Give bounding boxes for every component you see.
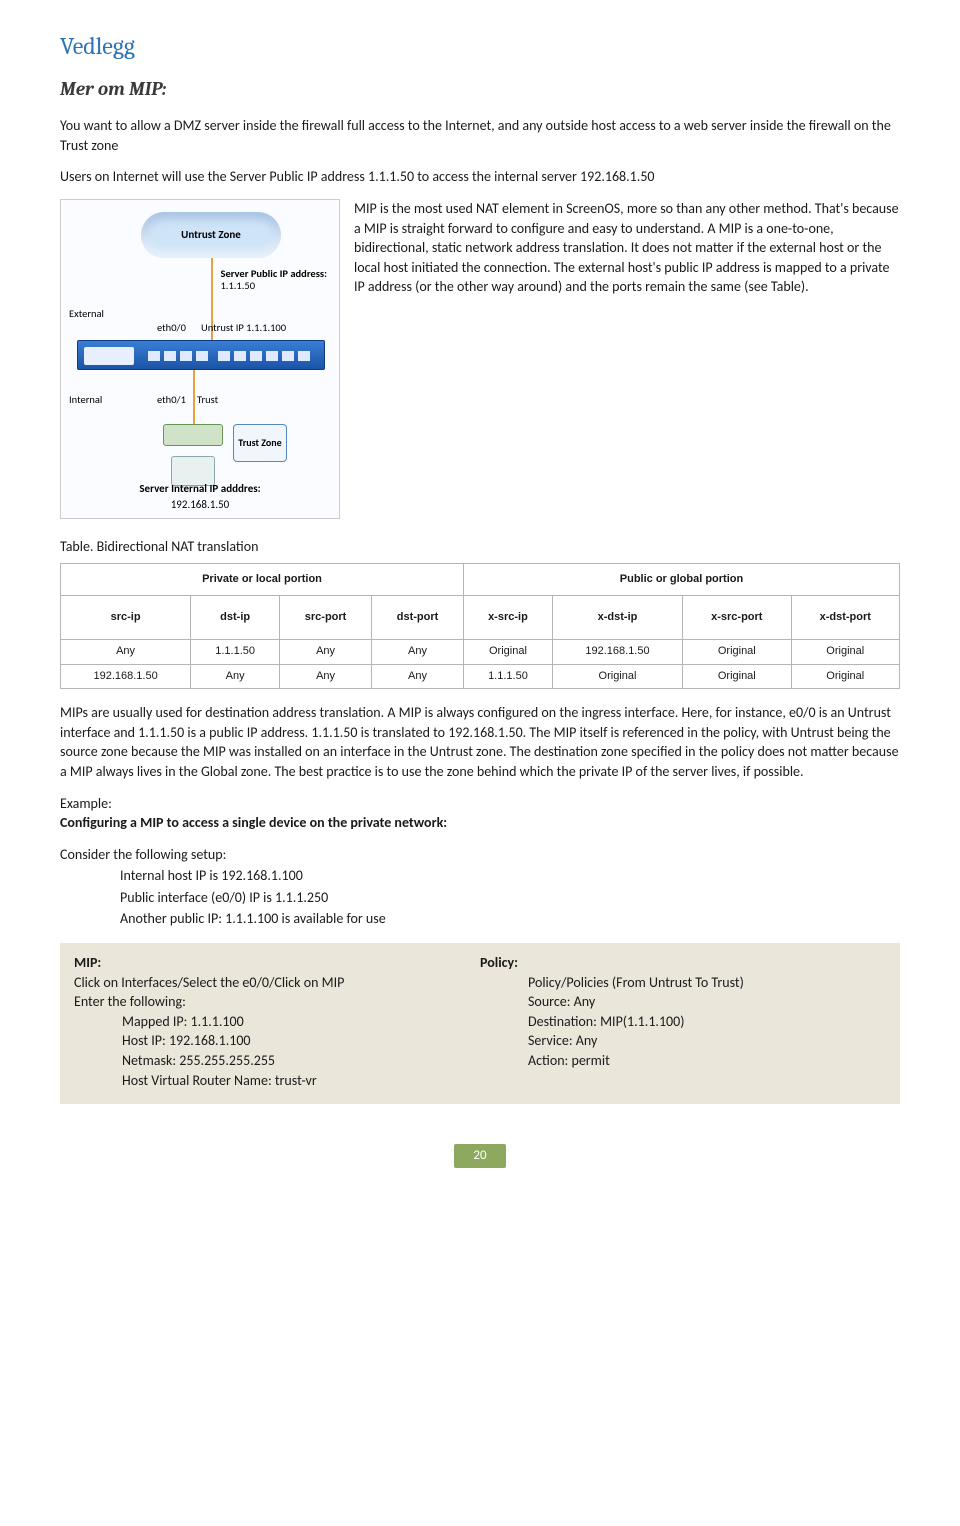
table-row: Any 1.1.1.50 Any Any Original 192.168.1.… [61, 640, 900, 664]
mip-col-line1: Click on Interfaces/Select the e0/0/Clic… [74, 973, 480, 993]
setup-line-3: Another public IP: 1.1.1.100 is availabl… [120, 909, 900, 929]
table-group-private: Private or local portion [61, 563, 464, 595]
mip-col-head: MIP: [74, 953, 480, 973]
policy-line1: Policy/Policies (From Untrust To Trust) [528, 973, 886, 993]
col-x-src-port: x-src-port [683, 595, 791, 639]
server-public-ip-label: Server Public IP address: 1.1.1.50 [220, 268, 327, 292]
intro-paragraph-2: Users on Internet will use the Server Pu… [60, 167, 900, 187]
heading-vedlegg: Vedlegg [60, 30, 900, 64]
mip-column: MIP: Click on Interfaces/Select the e0/0… [74, 953, 480, 1090]
after-table-paragraph: MIPs are usually used for destination ad… [60, 703, 900, 781]
table-caption: Table. Bidirectional NAT translation [60, 537, 900, 557]
untrust-ip-label: Untrust IP 1.1.1.100 [201, 322, 286, 334]
untrust-zone-cloud: Untrust Zone [141, 212, 281, 258]
col-src-ip: src-ip [61, 595, 191, 639]
heading-mer-om-mip: Mer om MIP: [60, 76, 900, 103]
mip-netmask: Netmask: 255.255.255.255 [122, 1051, 480, 1071]
internal-label: Internal [69, 394, 102, 406]
page-number: 20 [454, 1144, 506, 1168]
table-header-row: src-ip dst-ip src-port dst-port x-src-ip… [61, 595, 900, 639]
col-src-port: src-port [280, 595, 372, 639]
untrust-zone-label: Untrust Zone [181, 227, 241, 242]
external-label: External [69, 308, 104, 320]
diagram-and-text-row: Untrust Zone Server Public IP address: 1… [60, 199, 900, 519]
firewall-device-icon [77, 340, 325, 370]
mip-body-paragraph: MIP is the most used NAT element in Scre… [354, 199, 900, 297]
consider-line: Consider the following setup: [60, 845, 900, 865]
col-x-dst-ip: x-dst-ip [552, 595, 682, 639]
col-x-src-ip: x-src-ip [463, 595, 552, 639]
mip-policy-columns: MIP: Click on Interfaces/Select the e0/0… [60, 943, 900, 1104]
policy-line2: Source: Any [528, 992, 886, 1012]
policy-line5: Action: permit [528, 1051, 886, 1071]
eth00-label: eth0/0 [157, 322, 186, 334]
nat-translation-table: Private or local portion Public or globa… [60, 563, 900, 690]
trust-zone-box: Trust Zone [233, 424, 287, 462]
mip-host-ip: Host IP: 192.168.1.100 [122, 1031, 480, 1051]
trust-label: Trust [197, 394, 218, 406]
eth01-label: eth0/1 [157, 394, 186, 406]
policy-line3: Destination: MIP(1.1.1.100) [528, 1012, 886, 1032]
switch-icon [163, 424, 223, 446]
col-dst-ip: dst-ip [191, 595, 280, 639]
network-diagram: Untrust Zone Server Public IP address: 1… [60, 199, 340, 519]
table-row: 192.168.1.50 Any Any Any 1.1.1.50 Origin… [61, 664, 900, 688]
link-line-down [193, 370, 195, 424]
intro-paragraph-1: You want to allow a DMZ server inside th… [60, 116, 900, 155]
policy-column: Policy: Policy/Policies (From Untrust To… [480, 953, 886, 1090]
mip-hvr: Host Virtual Router Name: trust-vr [122, 1071, 480, 1091]
policy-line4: Service: Any [528, 1031, 886, 1051]
col-dst-port: dst-port [372, 595, 464, 639]
example-heading: Configuring a MIP to access a single dev… [60, 813, 900, 833]
setup-line-2: Public interface (e0/0) IP is 1.1.1.250 [120, 888, 900, 908]
mip-mapped-ip: Mapped IP: 1.1.1.100 [122, 1012, 480, 1032]
mip-col-line2: Enter the following: [74, 992, 480, 1012]
server-internal-ip-label: Server Internal IP adddres: 192.168.1.50 [61, 481, 339, 512]
table-group-public: Public or global portion [463, 563, 899, 595]
example-label: Example: [60, 794, 900, 814]
setup-line-1: Internal host IP is 192.168.1.100 [120, 866, 900, 886]
col-x-dst-port: x-dst-port [791, 595, 899, 639]
policy-col-head: Policy: [480, 953, 886, 973]
